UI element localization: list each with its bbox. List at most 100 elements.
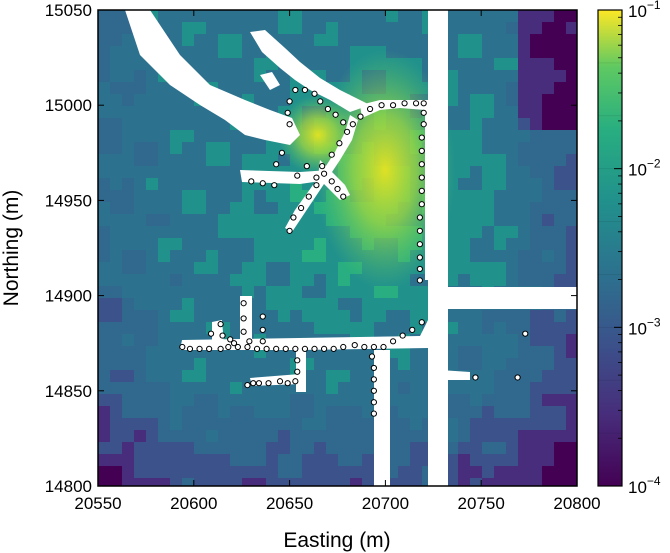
heatmap-cell [206,118,219,131]
heatmap-cell [482,250,495,263]
heatmap-cell [494,382,507,395]
heatmap-cell [566,178,577,191]
colorbar-ramp [598,10,622,486]
heatmap-cell [98,178,111,191]
heatmap-cell [482,466,495,479]
heatmap-cell [566,214,577,227]
heatmap-cell [98,466,111,479]
heatmap-cell [254,82,267,95]
heatmap-cell [566,10,577,23]
heatmap-cell [242,58,255,71]
heatmap-cell [446,346,459,359]
heatmap-cell [146,274,159,287]
heatmap-cell [506,478,519,486]
heatmap-cell [110,250,123,263]
heatmap-cell [98,262,111,275]
sample-point [294,357,301,364]
heatmap-cell [122,106,135,119]
sample-point [240,315,247,322]
heatmap-cell [542,130,555,143]
heatmap-cell [290,46,303,59]
heatmap-cell [506,442,519,455]
heatmap-cell [470,346,483,359]
heatmap-cell [230,22,243,35]
heatmap-cell [254,214,267,227]
sample-point [240,300,247,307]
heatmap-cell [134,262,147,275]
heatmap-cell [170,310,183,323]
heatmap-cell [110,58,123,71]
heatmap-cell [254,298,267,311]
heatmap-cell [230,322,243,335]
heatmap-cell [446,94,459,107]
heatmap-cell [266,250,279,263]
heatmap-cell [146,286,159,299]
heatmap-cell [506,94,519,107]
heatmap-cell [230,286,243,299]
heatmap-cell [206,310,219,323]
heatmap-cell [554,454,567,467]
heatmap-cell [110,202,123,215]
heatmap-cell [518,358,531,371]
heatmap-cell [254,466,267,479]
heatmap-cell [446,334,459,347]
heatmap-cell [518,406,531,419]
heatmap-cell [122,82,135,95]
heatmap-cell [518,478,531,486]
heatmap-cell [530,166,543,179]
sample-point [290,214,297,221]
heatmap-cell [362,442,375,455]
heatmap-cell [554,154,567,167]
heatmap-cell [230,202,243,215]
heatmap-cell [314,478,327,486]
heatmap-cell [542,22,555,35]
heatmap-cell [134,58,147,71]
heatmap-cell [98,10,111,23]
heatmap-cell [326,418,339,431]
sample-point [418,319,425,326]
heatmap-cell [542,166,555,179]
sample-point [317,98,324,105]
heatmap-cell [506,466,519,479]
sample-point [292,86,299,94]
heatmap-cell [542,46,555,59]
heatmap-cell [206,250,219,263]
heatmap-cell [554,370,567,383]
heatmap-cell [530,178,543,191]
heatmap-cell [218,214,231,227]
heatmap-cell [338,10,351,23]
heatmap-cell [410,10,423,23]
heatmap-cell [134,190,147,203]
heatmap-cell [470,226,483,239]
heatmap-cell [314,238,327,251]
heatmap-cell [530,70,543,83]
heatmap-cell [518,202,531,215]
sample-point [303,163,310,170]
heatmap-cell [518,190,531,203]
heatmap-cell [554,130,567,143]
heatmap-cell [134,346,147,359]
heatmap-cell [110,334,123,347]
heatmap-cell [206,58,219,71]
heatmap-cell [98,358,111,371]
heatmap-cell [302,406,315,419]
heatmap-cell [98,298,111,311]
heatmap-cell [242,262,255,275]
y-tick-label: 14950 [45,191,92,210]
heatmap-cell [566,274,577,287]
heatmap-cell [98,166,111,179]
heatmap-cell [134,250,147,263]
heatmap-cell [218,70,231,83]
heatmap-cell [98,190,111,203]
heatmap-cell [554,10,567,23]
sample-point [389,102,397,109]
heatmap-cell [458,358,471,371]
heatmap-cell [170,142,183,155]
heatmap-cell [554,190,567,203]
heatmap-cell [554,346,567,359]
heatmap-cell [254,442,267,455]
heatmap-cell [278,214,291,227]
heatmap-cell [266,274,279,287]
heatmap-cell [230,406,243,419]
heatmap-cell [530,418,543,431]
